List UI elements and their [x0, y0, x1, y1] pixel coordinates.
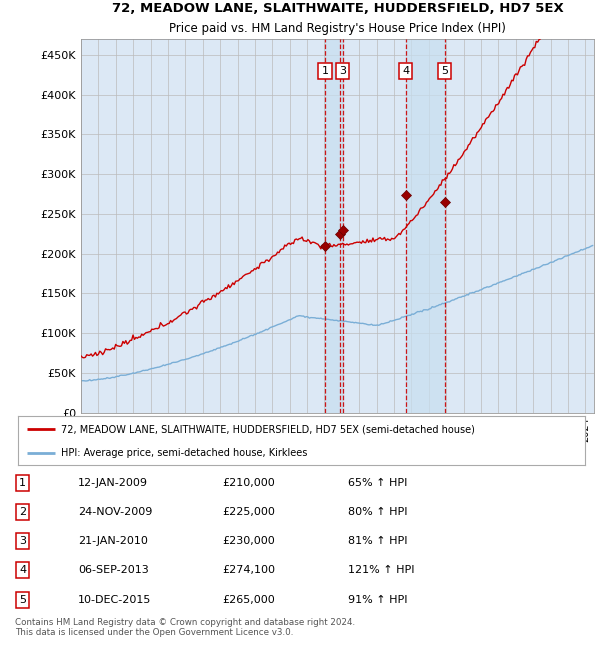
Text: £265,000: £265,000: [222, 595, 275, 604]
Text: Price paid vs. HM Land Registry's House Price Index (HPI): Price paid vs. HM Land Registry's House …: [169, 21, 506, 34]
Text: 1: 1: [19, 478, 26, 488]
Text: 4: 4: [402, 66, 409, 76]
Text: 81% ↑ HPI: 81% ↑ HPI: [348, 536, 407, 546]
Text: £274,100: £274,100: [222, 566, 275, 575]
Text: Contains HM Land Registry data © Crown copyright and database right 2024.
This d: Contains HM Land Registry data © Crown c…: [15, 618, 355, 638]
Bar: [325, 39, 343, 413]
Text: 65% ↑ HPI: 65% ↑ HPI: [348, 478, 407, 488]
Text: 24-NOV-2009: 24-NOV-2009: [78, 507, 152, 517]
Bar: [406, 39, 445, 413]
Text: 4: 4: [19, 566, 26, 575]
Text: 5: 5: [19, 595, 26, 604]
Text: £230,000: £230,000: [222, 536, 275, 546]
Text: £210,000: £210,000: [222, 478, 275, 488]
Text: 12-JAN-2009: 12-JAN-2009: [78, 478, 148, 488]
Text: 72, MEADOW LANE, SLAITHWAITE, HUDDERSFIELD, HD7 5EX: 72, MEADOW LANE, SLAITHWAITE, HUDDERSFIE…: [112, 2, 563, 15]
Text: HPI: Average price, semi-detached house, Kirklees: HPI: Average price, semi-detached house,…: [61, 448, 307, 458]
Text: £225,000: £225,000: [222, 507, 275, 517]
Text: 5: 5: [441, 66, 448, 76]
Text: 80% ↑ HPI: 80% ↑ HPI: [348, 507, 407, 517]
Text: 91% ↑ HPI: 91% ↑ HPI: [348, 595, 407, 604]
Text: 3: 3: [19, 536, 26, 546]
Text: 1: 1: [322, 66, 328, 76]
Text: 3: 3: [339, 66, 346, 76]
Text: 72, MEADOW LANE, SLAITHWAITE, HUDDERSFIELD, HD7 5EX (semi-detached house): 72, MEADOW LANE, SLAITHWAITE, HUDDERSFIE…: [61, 424, 475, 434]
Text: 21-JAN-2010: 21-JAN-2010: [78, 536, 148, 546]
Text: 121% ↑ HPI: 121% ↑ HPI: [348, 566, 415, 575]
Text: 2: 2: [19, 507, 26, 517]
Text: 10-DEC-2015: 10-DEC-2015: [78, 595, 151, 604]
Text: 06-SEP-2013: 06-SEP-2013: [78, 566, 149, 575]
